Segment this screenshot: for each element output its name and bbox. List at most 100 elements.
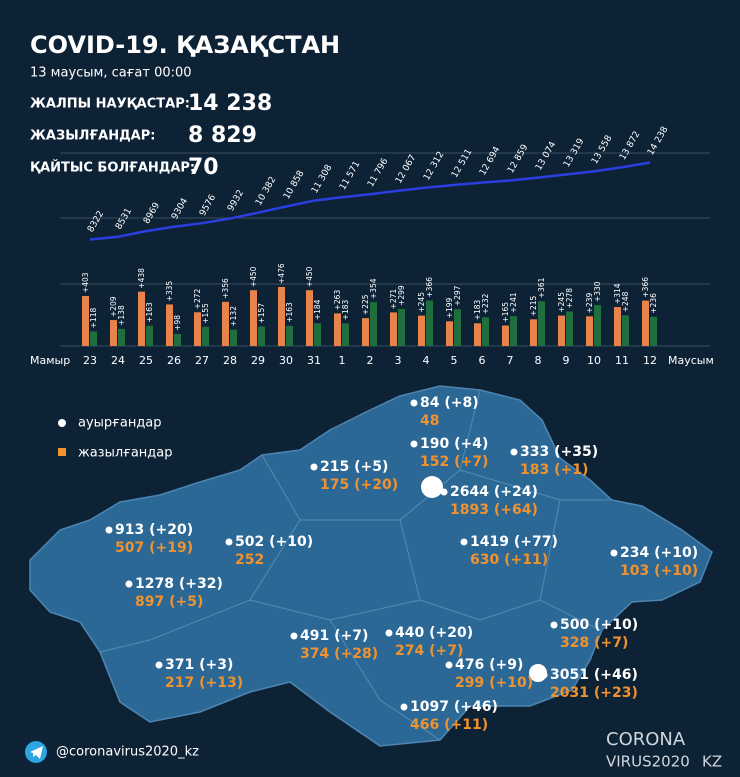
stat-label: ЖАЗЫЛҒАНДАР: xyxy=(30,129,155,144)
region-recovered: 152 (+7) xyxy=(420,454,488,470)
bar xyxy=(90,331,97,346)
bar xyxy=(82,296,89,346)
data-label: +248 xyxy=(621,291,630,312)
bar xyxy=(118,328,125,346)
region-recovered: 103 (+10) xyxy=(620,563,698,579)
data-label: +245 xyxy=(417,292,426,313)
region-dot xyxy=(410,440,418,448)
region-dot xyxy=(550,621,558,629)
bar xyxy=(502,325,509,346)
region-recovered: 1893 (+64) xyxy=(450,502,538,518)
bar xyxy=(286,325,293,346)
data-label: +271 xyxy=(389,289,398,310)
region-recovered: 328 (+7) xyxy=(560,635,628,651)
bar xyxy=(454,309,461,346)
data-label: +241 xyxy=(509,292,518,313)
data-label: +184 xyxy=(313,299,322,320)
bar xyxy=(474,323,481,346)
bar xyxy=(138,291,145,346)
data-label: +272 xyxy=(193,288,202,309)
bar xyxy=(222,301,229,346)
x-tick-label: 24 xyxy=(111,354,125,367)
x-tick-label: 23 xyxy=(83,354,97,367)
legend-dot xyxy=(58,419,66,427)
stat-label: ҚАЙТЫС БОЛҒАНДАР: xyxy=(30,160,195,176)
region-dot xyxy=(440,488,448,496)
data-label: +155 xyxy=(201,303,210,324)
region-recovered: 183 (+1) xyxy=(520,462,588,478)
data-label: +354 xyxy=(369,278,378,299)
x-tick-label: 11 xyxy=(615,354,629,367)
cumulative-line xyxy=(89,161,651,241)
data-label: +297 xyxy=(453,285,462,306)
region-dot xyxy=(155,661,163,669)
data-label: +225 xyxy=(361,294,370,315)
bar xyxy=(446,321,453,346)
data-label: +215 xyxy=(529,296,538,317)
data-label: +132 xyxy=(229,306,238,327)
bar xyxy=(530,319,537,346)
bar xyxy=(250,290,257,346)
region-dot xyxy=(460,538,468,546)
data-label: +163 xyxy=(145,302,154,323)
x-tick-label: 26 xyxy=(167,354,181,367)
region-borders xyxy=(99,389,612,741)
bar xyxy=(594,305,601,346)
region-recovered: 374 (+28) xyxy=(300,646,378,662)
title: COVID-19. ҚАЗАҚСТАН xyxy=(30,31,340,59)
region-dot xyxy=(225,538,233,546)
bar xyxy=(166,304,173,346)
data-label: +299 xyxy=(397,285,406,306)
x-tick-label: 31 xyxy=(307,354,321,367)
region-dot xyxy=(445,661,453,669)
data-label: +199 xyxy=(445,297,454,318)
data-label: +232 xyxy=(481,293,490,314)
data-label: +356 xyxy=(221,278,230,299)
region-cases: 491 (+7) xyxy=(300,628,368,644)
bar xyxy=(566,311,573,346)
data-label: +163 xyxy=(285,302,294,323)
region-cases: 502 (+10) xyxy=(235,534,313,550)
region-dot xyxy=(400,703,408,711)
region-dot xyxy=(410,399,418,407)
stat-value: 14 238 xyxy=(188,91,272,116)
bar xyxy=(334,313,341,346)
logo: KZ xyxy=(702,753,722,771)
x-tick-label: 4 xyxy=(423,354,430,367)
region-recovered: 507 (+19) xyxy=(115,540,193,556)
x-tick-label: 2 xyxy=(367,354,374,367)
bar xyxy=(230,329,237,346)
region-cases: 84 (+8) xyxy=(420,395,479,411)
data-label: +278 xyxy=(565,288,574,309)
data-label: +165 xyxy=(501,302,510,323)
region-cases: 3051 (+46) xyxy=(550,667,638,683)
bar xyxy=(362,318,369,346)
region-dot xyxy=(385,629,393,637)
data-label: +366 xyxy=(641,277,650,298)
region-cases: 500 (+10) xyxy=(560,617,638,633)
bar xyxy=(482,317,489,346)
bar xyxy=(370,302,377,346)
bar xyxy=(202,326,209,346)
region-cases: 333 (+35) xyxy=(520,444,598,460)
region-dot xyxy=(310,463,318,471)
region-recovered: 48 xyxy=(420,413,439,429)
bar xyxy=(306,290,313,346)
data-label: +450 xyxy=(305,266,314,287)
region-dot xyxy=(510,448,518,456)
bar xyxy=(510,316,517,346)
data-label: +263 xyxy=(333,290,342,311)
date: 13 маусым, сағат 00:00 xyxy=(30,66,192,81)
legend-dot xyxy=(58,448,66,456)
bar xyxy=(110,320,117,346)
x-tick-label: 25 xyxy=(139,354,153,367)
region-cases: 215 (+5) xyxy=(320,459,388,475)
stat-value: 70 xyxy=(188,155,219,180)
logo: VIRUS2020 xyxy=(606,753,690,771)
x-tick-label: 1 xyxy=(339,354,346,367)
region-cases: 2644 (+24) xyxy=(450,484,538,500)
month-label: Маусым xyxy=(668,354,714,367)
region-recovered: 2031 (+23) xyxy=(550,685,638,701)
bar xyxy=(258,326,265,346)
x-tick-label: 5 xyxy=(451,354,458,367)
